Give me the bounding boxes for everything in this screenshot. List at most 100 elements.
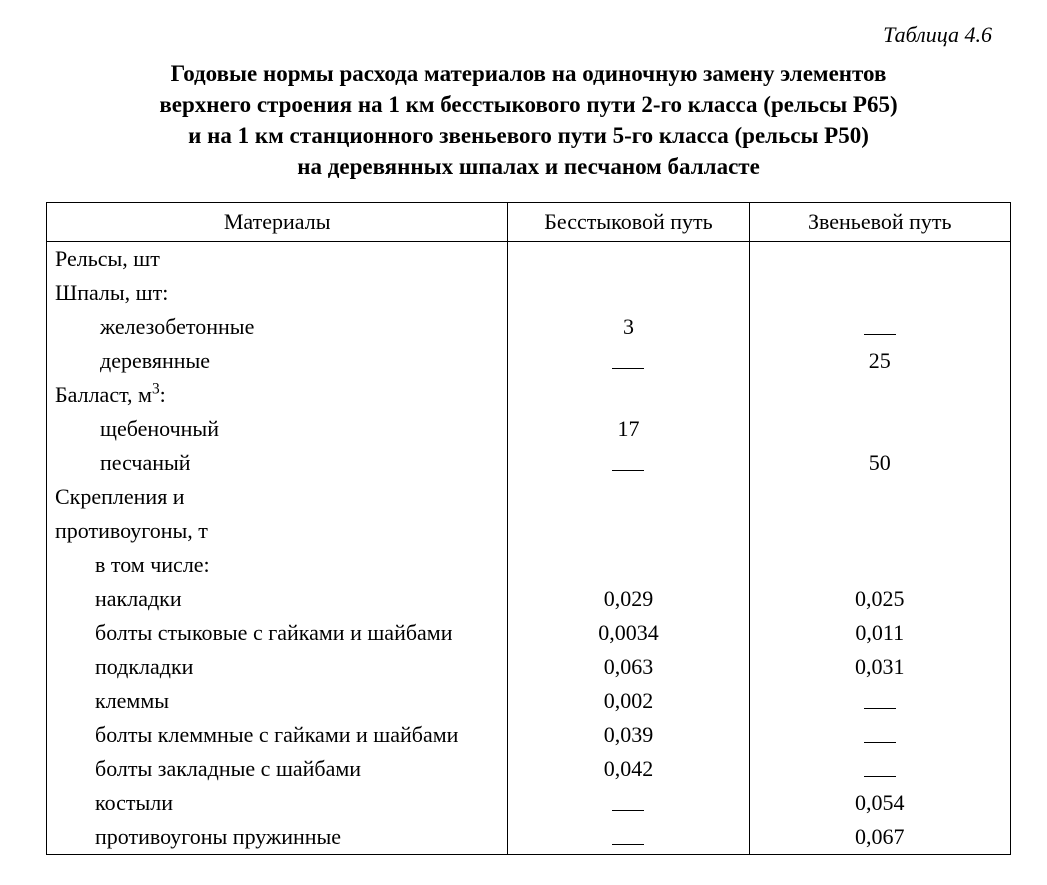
continuous-cell <box>508 241 749 276</box>
material-cell: противоугоны пружинные <box>47 820 508 855</box>
material-label: щебеночный <box>55 416 219 441</box>
material-label: накладки <box>55 586 182 611</box>
material-cell: болты клеммные с гайками и шайбами <box>47 718 508 752</box>
material-label: Рельсы, шт <box>55 246 160 271</box>
materials-table: Материалы Бесстыковой путь Звеньевой пут… <box>46 202 1011 855</box>
table-title: Годовые нормы расхода материалов на один… <box>80 58 977 182</box>
material-label: болты клеммные с гайками и шайбами <box>55 722 458 747</box>
continuous-cell: 0,0034 <box>508 616 749 650</box>
continuous-cell <box>508 446 749 480</box>
table-row: противоугоны, т <box>47 514 1011 548</box>
material-cell: щебеночный <box>47 412 508 446</box>
continuous-cell: 0,029 <box>508 582 749 616</box>
jointed-cell: 0,025 <box>749 582 1010 616</box>
table-row: Балласт, м3: <box>47 378 1011 412</box>
title-line-3: и на 1 км станционного звеньевого пути 5… <box>80 120 977 151</box>
dash-icon <box>864 334 896 335</box>
material-cell: Балласт, м3: <box>47 378 508 412</box>
table-row: деревянные 25 <box>47 344 1011 378</box>
table-row: щебеночный 17 <box>47 412 1011 446</box>
dash-icon <box>612 368 644 369</box>
table-body: Рельсы, штШпалы, шт:железобетонные3дерев… <box>47 241 1011 854</box>
continuous-cell <box>508 548 749 582</box>
material-label: железобетонные <box>55 314 254 339</box>
table-row: Рельсы, шт <box>47 241 1011 276</box>
material-label: Скрепления и <box>55 484 185 509</box>
material-label: деревянные <box>55 348 210 373</box>
table-row: накладки 0,0290,025 <box>47 582 1011 616</box>
table-row: Скрепления и <box>47 480 1011 514</box>
material-label: болты закладные с шайбами <box>55 756 361 781</box>
continuous-cell <box>508 276 749 310</box>
continuous-cell <box>508 378 749 412</box>
material-cell: железобетонные <box>47 310 508 344</box>
jointed-cell <box>749 514 1010 548</box>
material-label: костыли <box>55 790 173 815</box>
material-cell: Шпалы, шт: <box>47 276 508 310</box>
continuous-cell: 3 <box>508 310 749 344</box>
continuous-cell <box>508 480 749 514</box>
material-label: болты стыковые с гайками и шайбами <box>55 620 453 645</box>
col-header-continuous: Бесстыковой путь <box>508 202 749 241</box>
jointed-cell: 0,031 <box>749 650 1010 684</box>
table-row: песчаный 50 <box>47 446 1011 480</box>
table-row: Шпалы, шт: <box>47 276 1011 310</box>
material-cell: болты стыковые с гайками и шайбами <box>47 616 508 650</box>
material-cell: Рельсы, шт <box>47 241 508 276</box>
title-line-4: на деревянных шпалах и песчаном балласте <box>80 151 977 182</box>
table-row: костыли 0,054 <box>47 786 1011 820</box>
table-row: подкладки0,0630,031 <box>47 650 1011 684</box>
jointed-cell <box>749 276 1010 310</box>
continuous-cell <box>508 786 749 820</box>
jointed-cell <box>749 548 1010 582</box>
table-row: болты стыковые с гайками и шайбами 0,0034… <box>47 616 1011 650</box>
material-cell: противоугоны, т <box>47 514 508 548</box>
material-cell: Скрепления и <box>47 480 508 514</box>
jointed-cell <box>749 412 1010 446</box>
dash-icon <box>864 742 896 743</box>
jointed-cell: 50 <box>749 446 1010 480</box>
continuous-cell: 0,039 <box>508 718 749 752</box>
title-line-2: верхнего строения на 1 км бесстыкового п… <box>80 89 977 120</box>
col-header-jointed: Звеньевой путь <box>749 202 1010 241</box>
dash-icon <box>612 470 644 471</box>
continuous-cell: 0,002 <box>508 684 749 718</box>
material-cell: накладки <box>47 582 508 616</box>
material-cell: песчаный <box>47 446 508 480</box>
jointed-cell <box>749 718 1010 752</box>
jointed-cell <box>749 241 1010 276</box>
col-header-materials: Материалы <box>47 202 508 241</box>
continuous-cell <box>508 514 749 548</box>
jointed-cell <box>749 480 1010 514</box>
table-row: болты закладные с шайбами 0,042 <box>47 752 1011 786</box>
material-label: песчаный <box>55 450 191 475</box>
table-row: клеммы 0,002 <box>47 684 1011 718</box>
jointed-cell: 0,067 <box>749 820 1010 855</box>
continuous-cell: 17 <box>508 412 749 446</box>
continuous-cell <box>508 344 749 378</box>
table-row: болты клеммные с гайками и шайбами 0,039 <box>47 718 1011 752</box>
table-row: железобетонные 3 <box>47 310 1011 344</box>
continuous-cell: 0,042 <box>508 752 749 786</box>
material-label: противоугоны, т <box>55 518 208 543</box>
continuous-cell: 0,063 <box>508 650 749 684</box>
material-cell: костыли <box>47 786 508 820</box>
jointed-cell: 0,054 <box>749 786 1010 820</box>
jointed-cell <box>749 752 1010 786</box>
material-label: клеммы <box>55 688 169 713</box>
material-cell: в том числе: <box>47 548 508 582</box>
jointed-cell <box>749 378 1010 412</box>
dash-icon <box>612 844 644 845</box>
jointed-cell: 0,011 <box>749 616 1010 650</box>
dash-icon <box>612 810 644 811</box>
table-number: Таблица 4.6 <box>40 20 992 50</box>
jointed-cell <box>749 310 1010 344</box>
title-line-1: Годовые нормы расхода материалов на один… <box>80 58 977 89</box>
material-cell: деревянные <box>47 344 508 378</box>
material-cell: болты закладные с шайбами <box>47 752 508 786</box>
material-label: в том числе: <box>55 552 210 577</box>
continuous-cell <box>508 820 749 855</box>
jointed-cell: 25 <box>749 344 1010 378</box>
material-cell: подкладки <box>47 650 508 684</box>
table-row: противоугоны пружинные 0,067 <box>47 820 1011 855</box>
